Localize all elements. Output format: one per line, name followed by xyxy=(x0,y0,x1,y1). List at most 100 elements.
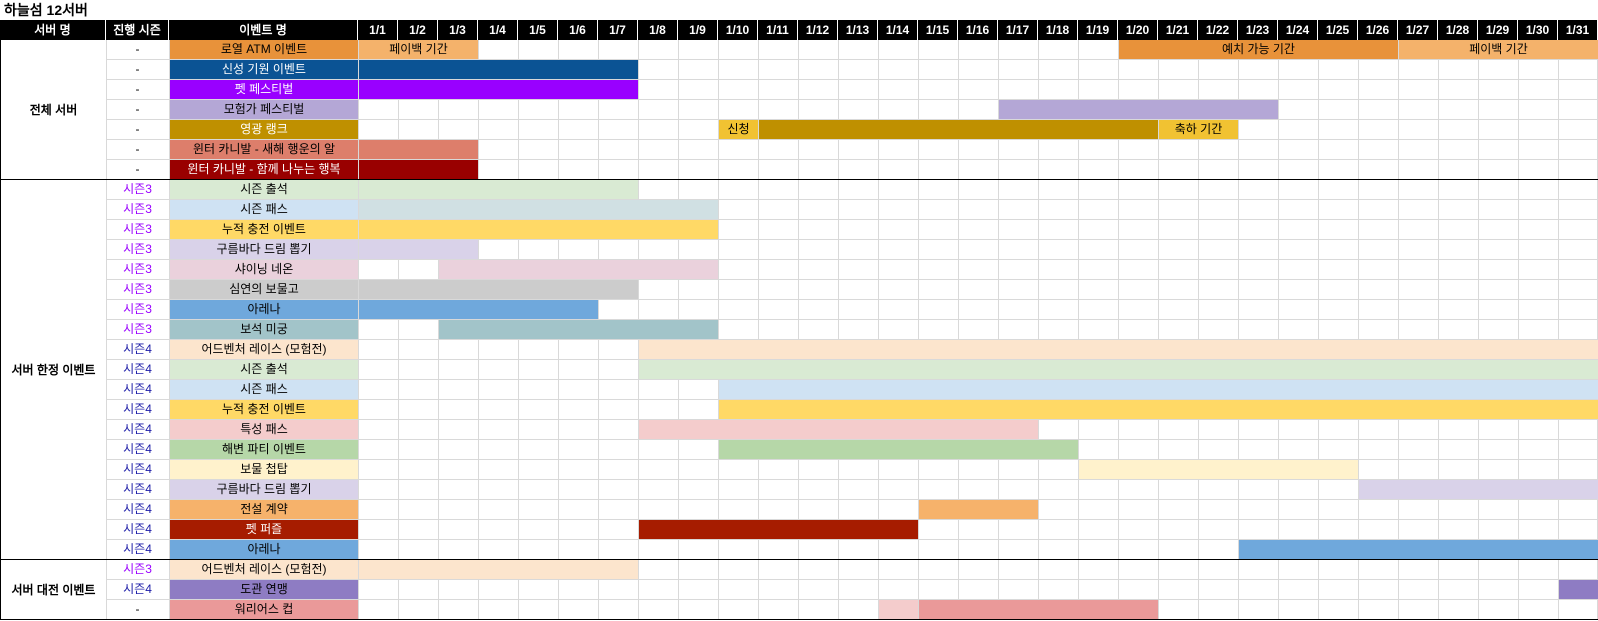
grid-vline xyxy=(1558,40,1559,620)
grid-vline xyxy=(918,40,919,620)
grid-vline xyxy=(438,40,439,620)
timeline-bar xyxy=(359,180,638,199)
grid-vline xyxy=(838,40,839,620)
grid-hline xyxy=(106,259,1598,260)
timeline-bar: 페이백 기간 xyxy=(1399,40,1598,59)
season-cell: - xyxy=(135,122,140,136)
event-name-cell: 샤이닝 네온 xyxy=(170,260,358,279)
grid-vline xyxy=(718,40,719,620)
season-cell: 시즌4 xyxy=(123,522,152,536)
timeline-bar xyxy=(359,140,478,159)
timeline-bar: 신청 xyxy=(719,120,758,139)
grid-vline xyxy=(1358,40,1359,620)
grid-vline xyxy=(1478,40,1479,620)
timeline-bar xyxy=(359,560,638,579)
grid-hline xyxy=(106,359,1598,360)
season-cell: 시즌3 xyxy=(123,322,152,336)
date-header: 1/15 xyxy=(918,20,958,40)
season-cell: - xyxy=(135,162,140,176)
date-header: 1/4 xyxy=(478,20,518,40)
event-name-cell: 시즌 출석 xyxy=(170,180,358,199)
event-name-cell: 전설 계약 xyxy=(170,500,358,519)
grid-hline xyxy=(106,599,1598,600)
timeline-bar xyxy=(359,240,478,259)
date-header: 1/16 xyxy=(958,20,998,40)
season-cell: - xyxy=(135,42,140,56)
season-cell: 시즌4 xyxy=(123,482,152,496)
date-header: 1/25 xyxy=(1318,20,1358,40)
date-header: 1/11 xyxy=(758,20,798,40)
timeline-bar xyxy=(919,600,1158,619)
event-name-cell: 로열 ATM 이벤트 xyxy=(170,40,358,59)
date-header: 1/22 xyxy=(1198,20,1238,40)
timeline-bar xyxy=(439,260,718,279)
date-header: 1/6 xyxy=(558,20,598,40)
event-name-cell: 시즌 패스 xyxy=(170,200,358,219)
grid-hline xyxy=(106,499,1598,500)
date-header: 1/23 xyxy=(1238,20,1278,40)
event-name-cell: 신성 기원 이벤트 xyxy=(170,60,358,79)
date-header: 1/20 xyxy=(1118,20,1158,40)
grid-vline xyxy=(1438,40,1439,620)
grid-hline xyxy=(106,459,1598,460)
event-name-cell: 시즌 패스 xyxy=(170,380,358,399)
grid-hline xyxy=(106,159,1598,160)
timeline-bar xyxy=(1079,460,1358,479)
event-name-cell: 모험가 페스티벌 xyxy=(170,100,358,119)
timeline-bar xyxy=(639,360,1598,379)
grid-vline xyxy=(1318,40,1319,620)
date-header: 1/7 xyxy=(598,20,638,40)
season-cell: 시즌4 xyxy=(123,382,152,396)
grid-hline xyxy=(106,199,1598,200)
date-header: 1/28 xyxy=(1438,20,1478,40)
grid-hline xyxy=(106,239,1598,240)
timeline-bar xyxy=(1359,480,1598,499)
grid-vline xyxy=(1198,40,1199,620)
event-name-cell: 윈터 카니발 - 함께 나누는 행복 xyxy=(170,160,358,179)
grid-vline xyxy=(758,40,759,620)
grid-hline xyxy=(106,99,1598,100)
event-name-cell: 어드벤처 레이스 (모험전) xyxy=(170,340,358,359)
event-name-cell: 윈터 카니발 - 새해 행운의 알 xyxy=(170,140,358,159)
season-cell: 시즌4 xyxy=(123,542,152,556)
timeline-bar xyxy=(639,420,1038,439)
event-name-cell: 구름바다 드림 뽑기 xyxy=(170,240,358,259)
grid-vline xyxy=(798,40,799,620)
season-cell: 시즌4 xyxy=(123,342,152,356)
event-name-cell: 어드벤처 레이스 (모험전) xyxy=(170,560,358,579)
season-cell: 시즌3 xyxy=(123,182,152,196)
timeline-bar xyxy=(359,280,638,299)
season-cell: 시즌3 xyxy=(123,242,152,256)
date-header: 1/1 xyxy=(358,20,398,40)
timeline-bar xyxy=(719,380,1598,399)
event-name-cell: 시즌 출석 xyxy=(170,360,358,379)
season-cell: 시즌4 xyxy=(123,422,152,436)
date-header: 1/31 xyxy=(1558,20,1598,40)
season-cell: 시즌4 xyxy=(123,502,152,516)
grid-vline xyxy=(998,40,999,620)
group-separator xyxy=(0,559,1598,560)
timeline-bar xyxy=(439,320,718,339)
timeline-bar: 축하 기간 xyxy=(1159,120,1238,139)
group-separator xyxy=(0,619,1598,620)
grid-hline xyxy=(106,419,1598,420)
group-label: 서버 한정 이벤트 xyxy=(11,363,96,377)
date-header: 1/10 xyxy=(718,20,758,40)
event-name-cell: 아레나 xyxy=(170,540,358,559)
timeline-bar xyxy=(919,500,1038,519)
grid-hline xyxy=(106,119,1598,120)
event-name-cell: 펫 페스티벌 xyxy=(170,80,358,99)
date-header: 1/24 xyxy=(1278,20,1318,40)
grid-vline xyxy=(1078,40,1079,620)
date-header: 1/13 xyxy=(838,20,878,40)
header-season: 진행 시즌 xyxy=(106,20,169,40)
event-name-cell: 누적 충전 이벤트 xyxy=(170,400,358,419)
season-cell: - xyxy=(135,142,140,156)
date-header: 1/3 xyxy=(438,20,478,40)
timeline-bar xyxy=(639,340,1598,359)
grid-vline xyxy=(1238,40,1239,620)
timeline-bar: 페이백 기간 xyxy=(359,40,478,59)
date-header: 1/2 xyxy=(398,20,438,40)
grid-hline xyxy=(106,539,1598,540)
timeline-bar xyxy=(719,400,1598,419)
